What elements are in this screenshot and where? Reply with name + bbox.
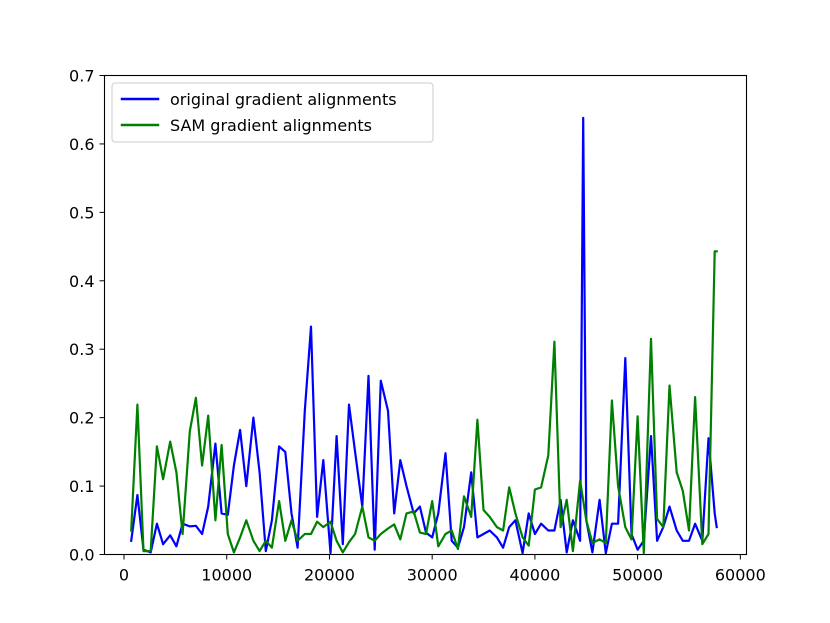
- x-tick-label: 10000: [201, 566, 252, 585]
- y-tick-label: 0.6: [69, 135, 94, 154]
- x-tick-label: 60000: [715, 566, 766, 585]
- y-tick-label: 0.5: [69, 203, 94, 222]
- x-tick-label: 20000: [304, 566, 355, 585]
- y-tick-label: 0.7: [69, 67, 94, 86]
- x-tick-label: 0: [119, 566, 129, 585]
- series-layer: [129, 116, 718, 555]
- axes-layer: 0 10000 20000 30000 40000 50000 60000 0.0 0.1 0.2…: [69, 67, 766, 585]
- y-tick-label: 0.3: [69, 340, 94, 359]
- y-tick-label: 0.0: [69, 546, 94, 565]
- x-tick-label: 50000: [612, 566, 663, 585]
- series-line-sam: [130, 250, 718, 555]
- legend-box: [111, 82, 434, 143]
- legend: original gradient alignments SAM gradien…: [111, 82, 434, 143]
- y-tick-label: 0.1: [69, 477, 94, 496]
- y-tick-label: 0.2: [69, 409, 94, 428]
- x-tick-label: 30000: [407, 566, 458, 585]
- legend-label-sam: SAM gradient alignments: [170, 116, 372, 135]
- legend-label-original: original gradient alignments: [170, 90, 397, 109]
- y-tick-label: 0.4: [69, 272, 94, 291]
- x-tick-label: 40000: [509, 566, 560, 585]
- series-line-original: [129, 116, 718, 555]
- plot-frame: [103, 74, 748, 556]
